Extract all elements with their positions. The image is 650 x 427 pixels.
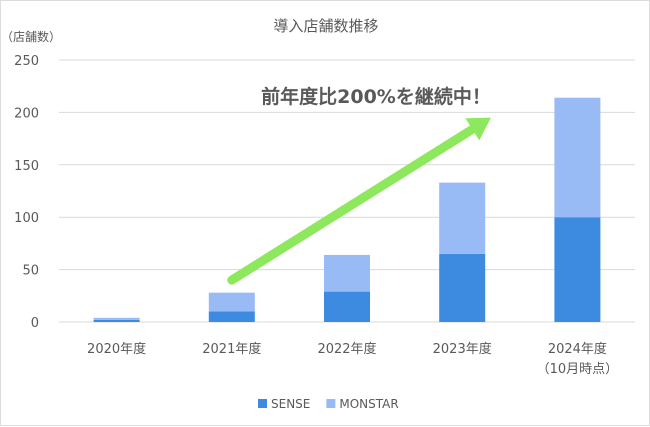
bar-sense (208, 311, 255, 322)
bar-monstar (554, 97, 601, 218)
y-axis-unit-label: （店舗数） (1, 29, 61, 44)
x-tick-label: 2024年度 (548, 341, 607, 357)
y-tick-label: 0 (31, 316, 39, 331)
bars (93, 97, 601, 322)
legend-label-sense: SENSE (271, 397, 310, 411)
x-tick-label: 2021年度 (202, 341, 261, 357)
bar-monstar (324, 254, 370, 292)
growth-arrow (227, 117, 491, 285)
bar-sense (324, 291, 370, 322)
y-tick-label: 50 (22, 264, 39, 279)
growth-arrow-head (465, 117, 491, 141)
bar-monstar (439, 182, 486, 254)
x-tick-label: 2020年度 (87, 341, 146, 357)
y-axis-ticks: 0 50 100 150 200 250 (14, 54, 39, 331)
y-tick-label: 150 (14, 159, 39, 174)
bar-monstar (208, 292, 255, 312)
x-axis-ticks: 2020年度 2021年度 2022年度 2023年度 2024年度 （10月時点） (87, 341, 618, 377)
bar-sense (439, 253, 486, 322)
growth-annotation: 前年度比200%を継続中！ (261, 85, 491, 108)
bar-sense (554, 217, 601, 322)
chart-title: 導入店舗数推移 (273, 17, 378, 35)
y-tick-label: 200 (14, 106, 39, 121)
legend-swatch-sense (258, 399, 267, 408)
y-tick-label: 250 (14, 54, 39, 69)
x-tick-label: 2023年度 (433, 341, 492, 357)
x-tick-label: 2022年度 (317, 341, 376, 357)
gridlines (59, 59, 635, 323)
bar-monstar (93, 317, 140, 320)
growth-arrow-shaft (227, 124, 477, 285)
x-tick-label: （10月時点） (537, 362, 619, 377)
bar-sense (93, 319, 140, 322)
legend: SENSE MONSTAR (258, 397, 399, 411)
legend-swatch-monstar (326, 399, 336, 408)
y-tick-label: 100 (14, 211, 39, 226)
legend-label-monstar: MONSTAR (339, 397, 398, 411)
